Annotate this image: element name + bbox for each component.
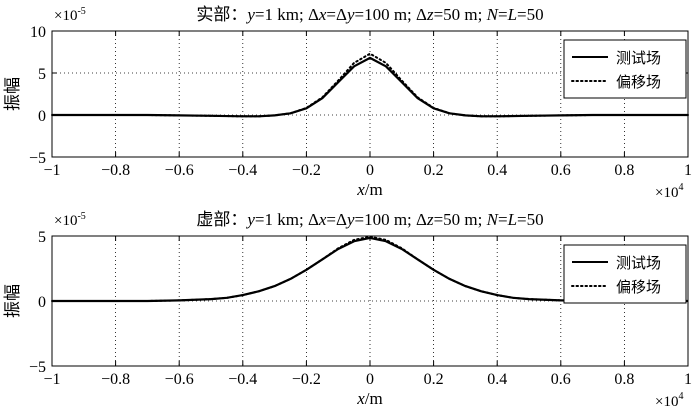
legend-label-2: 偏移场 xyxy=(616,73,661,91)
x-tick-label: 0.6 xyxy=(551,162,571,179)
title-part: 虚部： xyxy=(196,210,247,229)
x-tick-label: −0.4 xyxy=(228,162,257,179)
x-axis-label: x/m xyxy=(356,389,383,408)
x-multiplier: ×104 xyxy=(655,391,683,410)
x-multiplier-base: ×10 xyxy=(655,394,678,410)
title-part: y xyxy=(245,5,255,24)
title-part: =Δ xyxy=(326,210,347,229)
title-part: =100 m; Δ xyxy=(355,210,428,229)
legend-box xyxy=(563,244,687,304)
x-tick-label: 0.4 xyxy=(487,371,507,388)
title-part: =Δ xyxy=(326,5,347,24)
x-axis-label-unit: /m xyxy=(365,180,383,199)
x-tick-label: 0.4 xyxy=(487,162,507,179)
title-part: z xyxy=(426,210,434,229)
title-part: N xyxy=(486,5,500,24)
x-tick-label: −0.8 xyxy=(101,371,130,388)
legend-label-1: 测试场 xyxy=(616,49,661,67)
title-part: y xyxy=(345,5,355,24)
legend-label-1: 测试场 xyxy=(616,254,661,272)
legend-label-2: 偏移场 xyxy=(616,278,661,296)
x-tick-label: −0.6 xyxy=(165,162,194,179)
x-tick-label: 0.8 xyxy=(614,162,634,179)
x-axis-label-unit: /m xyxy=(365,389,383,408)
y-tick-label: −5 xyxy=(29,150,46,167)
y-multiplier-exp: -5 xyxy=(77,211,85,222)
x-tick-label: 1 xyxy=(684,371,692,388)
y-tick-label: 0 xyxy=(38,294,46,311)
x-axis-label-var: x xyxy=(356,389,365,408)
x-tick-label: −0.4 xyxy=(228,371,257,388)
x-multiplier: ×104 xyxy=(655,182,683,201)
y-multiplier-base: ×10 xyxy=(54,8,77,24)
title-part: = xyxy=(498,210,508,229)
x-axis-label: x/m xyxy=(356,180,383,199)
x-tick-label: 0.2 xyxy=(424,162,444,179)
title-part: =1 km; Δ xyxy=(255,210,319,229)
title-part: N xyxy=(486,210,500,229)
y-tick-label: 5 xyxy=(38,229,46,246)
x-multiplier-exp: 4 xyxy=(678,391,683,402)
x-tick-label: 0 xyxy=(366,162,374,179)
series-line-2 xyxy=(51,235,689,302)
x-tick-label: 0.8 xyxy=(614,371,634,388)
title-part: =1 km; Δ xyxy=(255,5,319,24)
title-part: =50 xyxy=(517,210,544,229)
chart-title: 虚部：y=1 km; Δx=Δy=100 m; Δz=50 m; N=L=50 xyxy=(196,210,543,229)
title-part: =100 m; Δ xyxy=(355,5,428,24)
x-tick-label: 0.6 xyxy=(551,371,571,388)
y-multiplier: ×10-5 xyxy=(54,211,86,229)
y-multiplier-base: ×10 xyxy=(54,213,77,229)
x-tick-label: −0.2 xyxy=(292,371,321,388)
title-part: z xyxy=(426,5,434,24)
y-axis-label: 振幅 xyxy=(3,284,22,318)
title-part: y xyxy=(245,210,255,229)
title-part: =50 m; xyxy=(434,210,487,229)
legend-box xyxy=(563,39,687,99)
title-part: =50 xyxy=(517,5,544,24)
x-tick-label: 0 xyxy=(366,371,374,388)
title-part: y xyxy=(345,210,355,229)
title-part: x xyxy=(318,5,327,24)
x-axis-label-var: x xyxy=(356,180,365,199)
x-multiplier-base: ×10 xyxy=(655,185,678,201)
x-tick-label: 1 xyxy=(684,162,692,179)
y-tick-label: 0 xyxy=(38,108,46,125)
x-tick-label: −0.6 xyxy=(165,371,194,388)
title-part: x xyxy=(318,210,327,229)
title-part: 实部： xyxy=(196,5,247,24)
chart-panel-2: −1 −0.8 −0.6 −0.4 −0.2 0 0.2 0.4 0.6 0.8 1−505虚部：y… xyxy=(3,210,692,410)
x-tick-label: −1 xyxy=(43,371,60,388)
y-tick-label: 5 xyxy=(38,66,46,83)
x-tick-label: −0.2 xyxy=(292,162,321,179)
title-part: =50 m; xyxy=(434,5,487,24)
y-multiplier-exp: -5 xyxy=(77,6,85,17)
title-part: L xyxy=(507,5,517,24)
y-multiplier: ×10-5 xyxy=(54,6,86,24)
y-tick-label: 10 xyxy=(30,24,46,41)
y-tick-label: −5 xyxy=(29,359,46,376)
x-tick-label: −1 xyxy=(43,162,60,179)
x-multiplier-exp: 4 xyxy=(678,182,683,193)
chart-title: 实部：y=1 km; Δx=Δy=100 m; Δz=50 m; N=L=50 xyxy=(196,5,543,24)
series-line-2 xyxy=(51,52,689,118)
chart-panel-1: −1 −0.8 −0.6 −0.4 −0.2 0 0.2 0.4 0.6 0.8 1 −5 0 5 10 实部… xyxy=(3,5,692,201)
y-axis-label: 振幅 xyxy=(3,77,22,111)
x-tick-label: −0.8 xyxy=(101,162,130,179)
title-part: L xyxy=(507,210,517,229)
x-tick-label: 0.2 xyxy=(424,371,444,388)
title-part: = xyxy=(498,5,508,24)
